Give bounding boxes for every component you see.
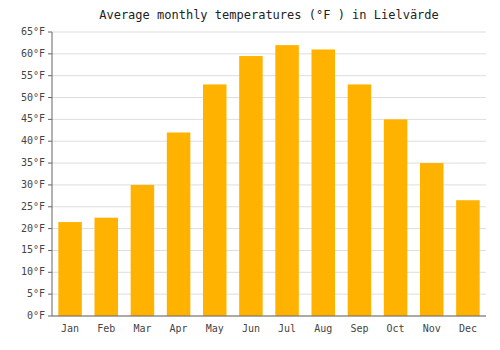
tick-mark [48,294,52,295]
bar [94,218,118,316]
tick-label: 65°F [21,26,45,37]
y-axis: 0°F 5°F 10°F 15°F 20°F 25°F 30°F 35°F 40°F 45°F 50… [21,26,52,321]
tick-mark [48,53,52,54]
grid-line [52,53,486,54]
page: {"chart_data": {"type": "bar", "title": … [0,0,500,350]
tick-mark [48,97,52,98]
bar [311,49,335,316]
tick-label: 55°F [21,70,45,81]
bar [275,45,299,316]
tick-label: 60°F [21,48,45,59]
tick-label: 35°F [21,157,45,168]
tick-mark [48,316,52,317]
tick-label: Jul [278,323,296,334]
grid-line [52,75,486,76]
tick-label: May [206,323,224,334]
tick-mark [48,250,52,251]
tick-label: 45°F [21,113,45,124]
tick-mark [48,163,52,164]
y-grid [52,32,486,316]
x-axis: Jan Feb Mar Apr May Jun Jul Aug Sep Oct Nov Dec [61,323,477,334]
grid-line [52,32,486,33]
tick-label: Feb [97,323,115,334]
tick-label: 30°F [21,179,45,190]
tick-label: 10°F [21,266,45,277]
tick-mark [48,272,52,273]
tick-label: Jun [242,323,260,334]
tick-label: Oct [387,323,405,334]
tick-label: 5°F [27,288,45,299]
tick-label: 40°F [21,135,45,146]
bar [420,163,444,316]
bar [239,56,263,316]
tick-label: 15°F [21,244,45,255]
tick-label: Sep [350,323,368,334]
tick-label: 0°F [27,310,45,321]
grid-line [52,141,486,142]
bar [384,119,408,316]
tick-mark [48,141,52,142]
tick-label: 50°F [21,92,45,103]
bar [348,84,372,316]
tick-label: Mar [133,323,151,334]
y-axis-line [52,32,53,316]
tick-label: Aug [314,323,332,334]
tick-label: Dec [459,323,477,334]
tick-mark [48,119,52,120]
tick-mark [48,184,52,185]
tick-label: Apr [170,323,188,334]
grid-line [52,119,486,120]
bar [167,132,191,316]
bar [203,84,227,316]
bar [131,185,155,316]
title: Average monthly temperatures (°F ) in Li… [99,8,439,22]
bar [456,200,480,316]
tick-mark [48,32,52,33]
grid-line [52,97,486,98]
tick-mark [48,206,52,207]
tick-mark [48,75,52,76]
tick-label: 20°F [21,223,45,234]
chart-container: 0°F 5°F 10°F 15°F 20°F 25°F 30°F 35°F 40°F 45°F 50… [0,0,500,350]
chart: 0°F 5°F 10°F 15°F 20°F 25°F 30°F 35°F 40°F 45°F 50… [0,0,500,350]
bar [58,222,82,316]
tick-label: Jan [61,323,79,334]
tick-mark [48,228,52,229]
x-axis-line [52,316,486,317]
grid-line [52,316,486,317]
tick-label: 25°F [21,201,45,212]
tick-label: Nov [423,323,441,334]
bars [58,45,479,316]
